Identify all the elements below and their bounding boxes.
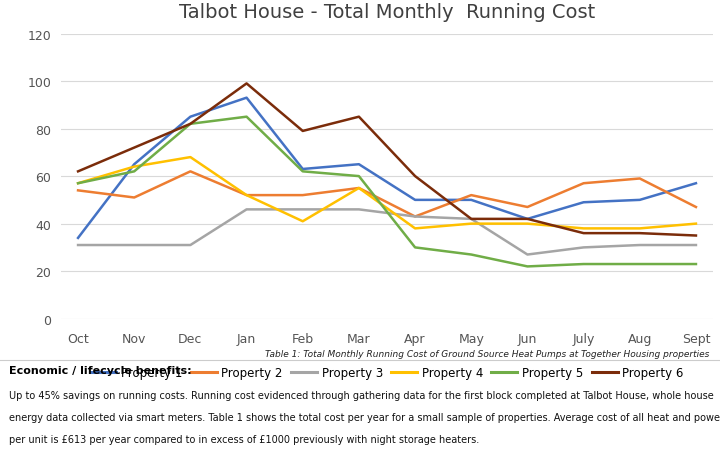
Text: per unit is £613 per year compared to in excess of £1000 previously with night s: per unit is £613 per year compared to in…	[9, 434, 479, 444]
Text: Table 1: Total Monthly Running Cost of Ground Source Heat Pumps at Together Hous: Table 1: Total Monthly Running Cost of G…	[265, 349, 709, 358]
Text: Up to 45% savings on running costs. Running cost evidenced through gathering dat: Up to 45% savings on running costs. Runn…	[9, 390, 714, 400]
Title: Talbot House - Total Monthly  Running Cost: Talbot House - Total Monthly Running Cos…	[179, 3, 595, 22]
Legend: Property 1, Property 2, Property 3, Property 4, Property 5, Property 6: Property 1, Property 2, Property 3, Prop…	[86, 362, 688, 384]
Text: Economic / lifecycle benefits:: Economic / lifecycle benefits:	[9, 365, 192, 375]
Text: energy data collected via smart meters. Table 1 shows the total cost per year fo: energy data collected via smart meters. …	[9, 412, 720, 422]
